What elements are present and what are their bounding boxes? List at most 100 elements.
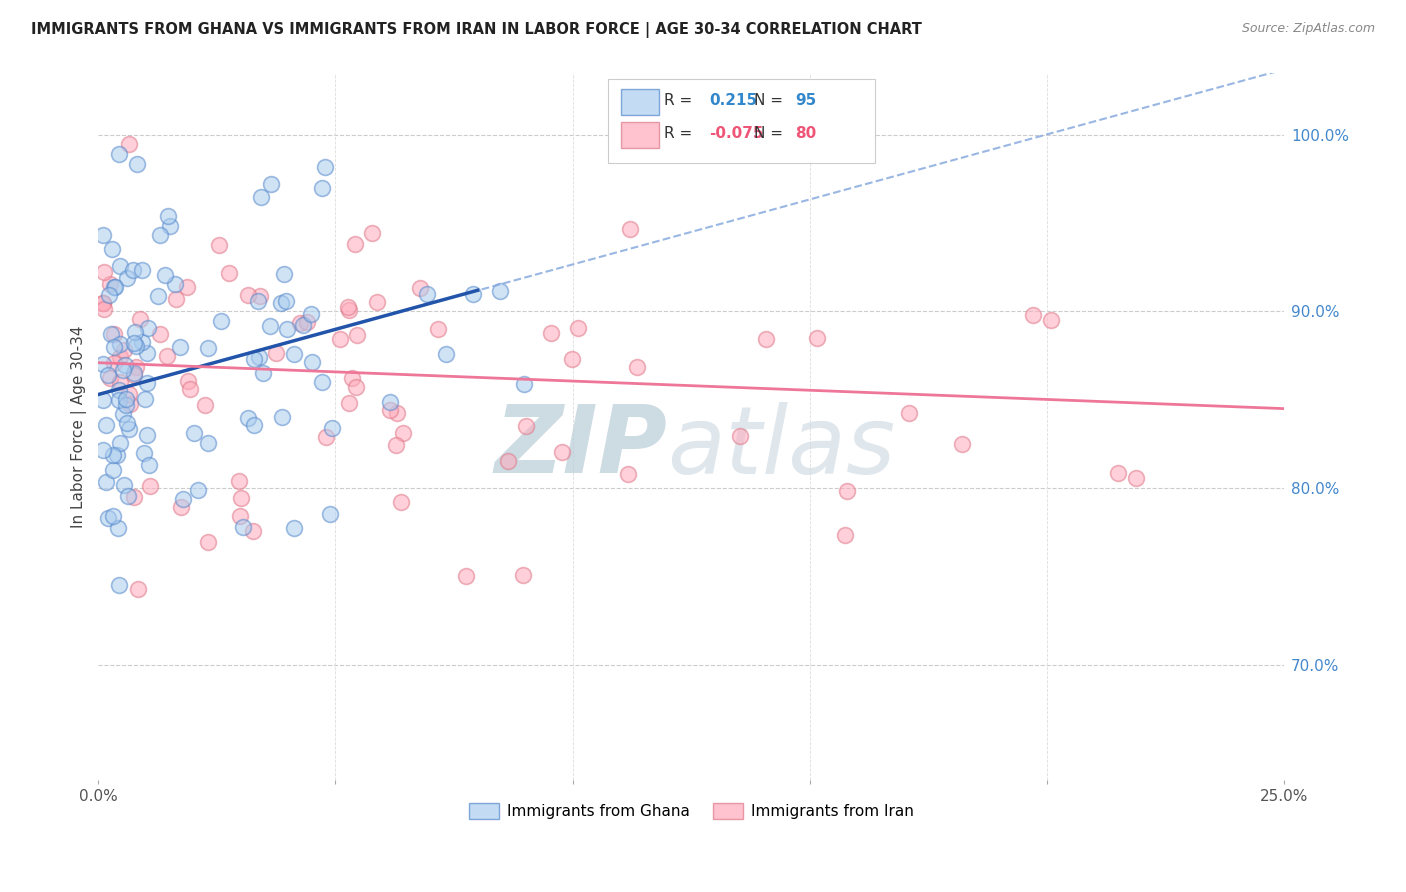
Point bbox=[512, 568, 534, 582]
Point bbox=[378, 395, 401, 409]
Point bbox=[114, 359, 136, 373]
Point bbox=[165, 292, 187, 306]
Point bbox=[98, 277, 121, 291]
Point bbox=[318, 507, 340, 521]
Point bbox=[229, 508, 252, 523]
Point bbox=[159, 219, 181, 233]
Point bbox=[148, 289, 170, 303]
Point bbox=[118, 136, 141, 151]
Point bbox=[91, 228, 114, 243]
Point bbox=[176, 280, 198, 294]
Point bbox=[389, 495, 412, 509]
Point bbox=[897, 406, 920, 420]
Point bbox=[163, 277, 186, 291]
Point bbox=[496, 454, 519, 468]
Point bbox=[187, 483, 209, 498]
Point bbox=[197, 435, 219, 450]
Point bbox=[97, 368, 120, 382]
Point bbox=[149, 228, 172, 243]
Point bbox=[124, 335, 146, 350]
Point bbox=[110, 259, 132, 273]
Point bbox=[115, 399, 138, 413]
Point bbox=[292, 318, 315, 332]
FancyBboxPatch shape bbox=[621, 121, 659, 148]
Point bbox=[1107, 466, 1129, 480]
Point bbox=[434, 347, 457, 361]
Point bbox=[311, 181, 333, 195]
Point bbox=[112, 343, 135, 357]
Point bbox=[242, 524, 264, 538]
Point bbox=[194, 398, 217, 412]
Point bbox=[1022, 308, 1045, 322]
Point bbox=[728, 429, 751, 443]
Point bbox=[101, 448, 124, 462]
Point bbox=[626, 359, 648, 374]
Point bbox=[138, 479, 160, 493]
Point bbox=[101, 463, 124, 477]
Point bbox=[246, 293, 269, 308]
Point bbox=[91, 442, 114, 457]
Point bbox=[149, 327, 172, 342]
Point bbox=[515, 419, 537, 434]
Point bbox=[426, 322, 449, 336]
Text: 95: 95 bbox=[796, 93, 817, 108]
Point bbox=[264, 345, 287, 359]
Point bbox=[115, 270, 138, 285]
Point bbox=[416, 287, 439, 301]
Point bbox=[512, 377, 534, 392]
Point bbox=[311, 376, 333, 390]
Text: R =: R = bbox=[664, 126, 697, 141]
Point bbox=[127, 582, 149, 597]
Y-axis label: In Labor Force | Age 30-34: In Labor Force | Age 30-34 bbox=[72, 325, 87, 527]
Text: 0.215: 0.215 bbox=[709, 93, 756, 108]
Point bbox=[1125, 471, 1147, 485]
Point bbox=[228, 475, 250, 489]
Point bbox=[183, 426, 205, 441]
Point bbox=[124, 359, 146, 374]
Point bbox=[108, 578, 131, 592]
Point bbox=[619, 221, 641, 235]
Point bbox=[93, 301, 115, 316]
Point bbox=[138, 458, 160, 472]
Point bbox=[136, 376, 159, 391]
Point bbox=[1040, 312, 1063, 326]
Point bbox=[806, 331, 828, 345]
Point bbox=[104, 280, 127, 294]
Point bbox=[392, 425, 415, 440]
Point bbox=[170, 500, 193, 514]
Point bbox=[105, 449, 128, 463]
Point bbox=[112, 363, 135, 377]
Point bbox=[97, 511, 120, 525]
Point bbox=[616, 467, 638, 481]
Point bbox=[93, 265, 115, 279]
Point bbox=[249, 289, 271, 303]
Point bbox=[283, 347, 305, 361]
Point bbox=[329, 332, 352, 346]
Point bbox=[107, 147, 129, 161]
Point bbox=[179, 383, 201, 397]
Point bbox=[117, 489, 139, 503]
Point bbox=[387, 406, 409, 420]
Point bbox=[834, 527, 856, 541]
Point bbox=[461, 287, 484, 301]
Point bbox=[283, 521, 305, 535]
Legend: Immigrants from Ghana, Immigrants from Iran: Immigrants from Ghana, Immigrants from I… bbox=[463, 797, 920, 825]
Point bbox=[247, 351, 270, 365]
Point bbox=[153, 268, 176, 282]
Point bbox=[314, 160, 336, 174]
Point bbox=[125, 339, 148, 353]
Point bbox=[252, 366, 274, 380]
Point bbox=[276, 322, 298, 336]
Point bbox=[122, 490, 145, 504]
Point bbox=[157, 209, 180, 223]
Point bbox=[108, 436, 131, 450]
Point bbox=[169, 340, 191, 354]
Point bbox=[98, 288, 121, 302]
Point bbox=[94, 418, 117, 433]
Point bbox=[290, 316, 312, 330]
Point bbox=[100, 327, 122, 342]
Point bbox=[321, 421, 343, 435]
Point bbox=[344, 379, 367, 393]
Point bbox=[385, 438, 408, 452]
Point bbox=[260, 178, 283, 192]
